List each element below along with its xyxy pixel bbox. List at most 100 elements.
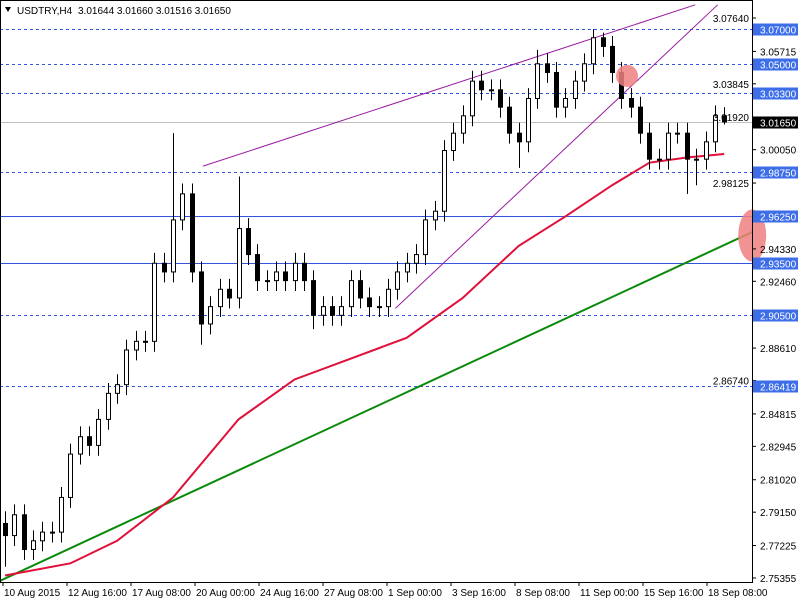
- y-tick-label: 2.77225: [760, 542, 797, 553]
- candle: [647, 122, 652, 170]
- current-price-badge: [753, 116, 798, 129]
- candle: [358, 270, 363, 309]
- candle: [657, 148, 662, 170]
- candle-body: [227, 288, 232, 299]
- candle-body: [685, 132, 690, 160]
- candle-body: [358, 280, 363, 299]
- candle-body: [666, 132, 671, 160]
- candle: [694, 148, 699, 186]
- candle-body: [115, 384, 120, 394]
- candle-body: [143, 340, 148, 343]
- candle-body: [180, 193, 185, 221]
- candle: [265, 270, 270, 292]
- price-level-badge: [753, 380, 798, 393]
- candle: [199, 261, 204, 345]
- candle-body: [283, 271, 288, 282]
- candle: [208, 296, 213, 335]
- y-tick-label: 2.98125: [713, 179, 750, 190]
- candle: [22, 504, 27, 560]
- x-tick-label: 20 Aug 00:00: [196, 588, 255, 599]
- candle: [283, 261, 288, 292]
- candle: [601, 32, 606, 57]
- candle-body: [704, 141, 709, 160]
- candle-body: [321, 306, 326, 316]
- x-tick-label: 3 Sep 16:00: [452, 588, 506, 599]
- candle-body: [470, 80, 475, 117]
- price-level-badge: [753, 210, 798, 223]
- candle-body: [610, 45, 615, 73]
- candle-body: [377, 306, 382, 309]
- candle-body: [78, 436, 83, 455]
- candle: [180, 183, 185, 231]
- triangle-down-icon[interactable]: [5, 7, 11, 12]
- candle-body: [433, 210, 438, 221]
- candle-body: [3, 522, 8, 537]
- candle-body: [489, 89, 494, 92]
- candle: [134, 330, 139, 361]
- candle-body: [40, 531, 45, 542]
- price-axis[interactable]: 3.07640 3.05715 3.03845 3.01920 3.00050 2.981…: [713, 14, 798, 585]
- candle-body: [302, 262, 307, 282]
- candle: [87, 426, 92, 456]
- time-axis[interactable]: 10 Aug 2015 12 Aug 16:00 17 Aug 08:00 20 Au…: [2, 582, 768, 599]
- candle: [274, 261, 279, 292]
- candle: [591, 29, 596, 75]
- price-level-label: 2.98750: [760, 169, 797, 180]
- candle: [489, 79, 494, 101]
- candle-body: [339, 306, 344, 316]
- candle: [349, 270, 354, 318]
- price-level-badge: [753, 257, 798, 270]
- y-tick-label: 3.03845: [713, 80, 750, 91]
- indicator-lines: [0, 4, 753, 582]
- candle-body: [59, 496, 64, 533]
- candle-body: [274, 271, 279, 282]
- candle: [675, 122, 680, 144]
- y-tick-label: 2.84815: [760, 410, 797, 421]
- candle-body: [124, 349, 129, 386]
- highlight-circle: [616, 64, 639, 87]
- candle-body: [162, 262, 167, 273]
- candle: [246, 218, 251, 266]
- candle: [367, 287, 372, 318]
- price-level-badge: [753, 87, 798, 100]
- candle: [330, 296, 335, 326]
- candle-body: [414, 254, 419, 264]
- candle: [237, 176, 242, 309]
- y-tick-label: 2.82945: [760, 442, 797, 453]
- candle: [554, 62, 559, 118]
- candle-body: [265, 280, 270, 283]
- candle-body: [293, 262, 298, 282]
- y-tick-label: 2.79150: [760, 508, 797, 519]
- candle-body: [87, 436, 92, 446]
- candle-body: [255, 254, 260, 282]
- candle-body: [563, 97, 568, 108]
- candle: [442, 140, 447, 222]
- candle-body: [134, 340, 139, 351]
- candle: [582, 53, 587, 92]
- candle: [255, 244, 260, 292]
- candle: [638, 96, 643, 144]
- candle-body: [535, 63, 540, 99]
- candle: [610, 36, 615, 83]
- channel-line: [395, 4, 718, 309]
- candle: [162, 252, 167, 283]
- candle: [339, 296, 344, 326]
- candle: [395, 261, 400, 300]
- candle: [321, 296, 326, 326]
- candle-body: [657, 158, 662, 161]
- x-tick-label: 1 Sep 00:00: [388, 588, 442, 599]
- candle: [535, 49, 540, 109]
- candle-body: [218, 288, 223, 308]
- candle-body: [722, 115, 727, 123]
- price-level-label: 3.05000: [760, 61, 797, 72]
- candle: [507, 96, 512, 144]
- current-price-label: 3.01650: [760, 119, 797, 130]
- y-tick-label: 2.86740: [713, 377, 750, 388]
- candle-body: [199, 271, 204, 325]
- candle: [479, 70, 484, 101]
- price-level-label: 3.03300: [760, 90, 797, 101]
- x-tick-label: 18 Sep 08:00: [708, 588, 768, 599]
- candle-body: [461, 115, 466, 134]
- candle: [190, 183, 195, 283]
